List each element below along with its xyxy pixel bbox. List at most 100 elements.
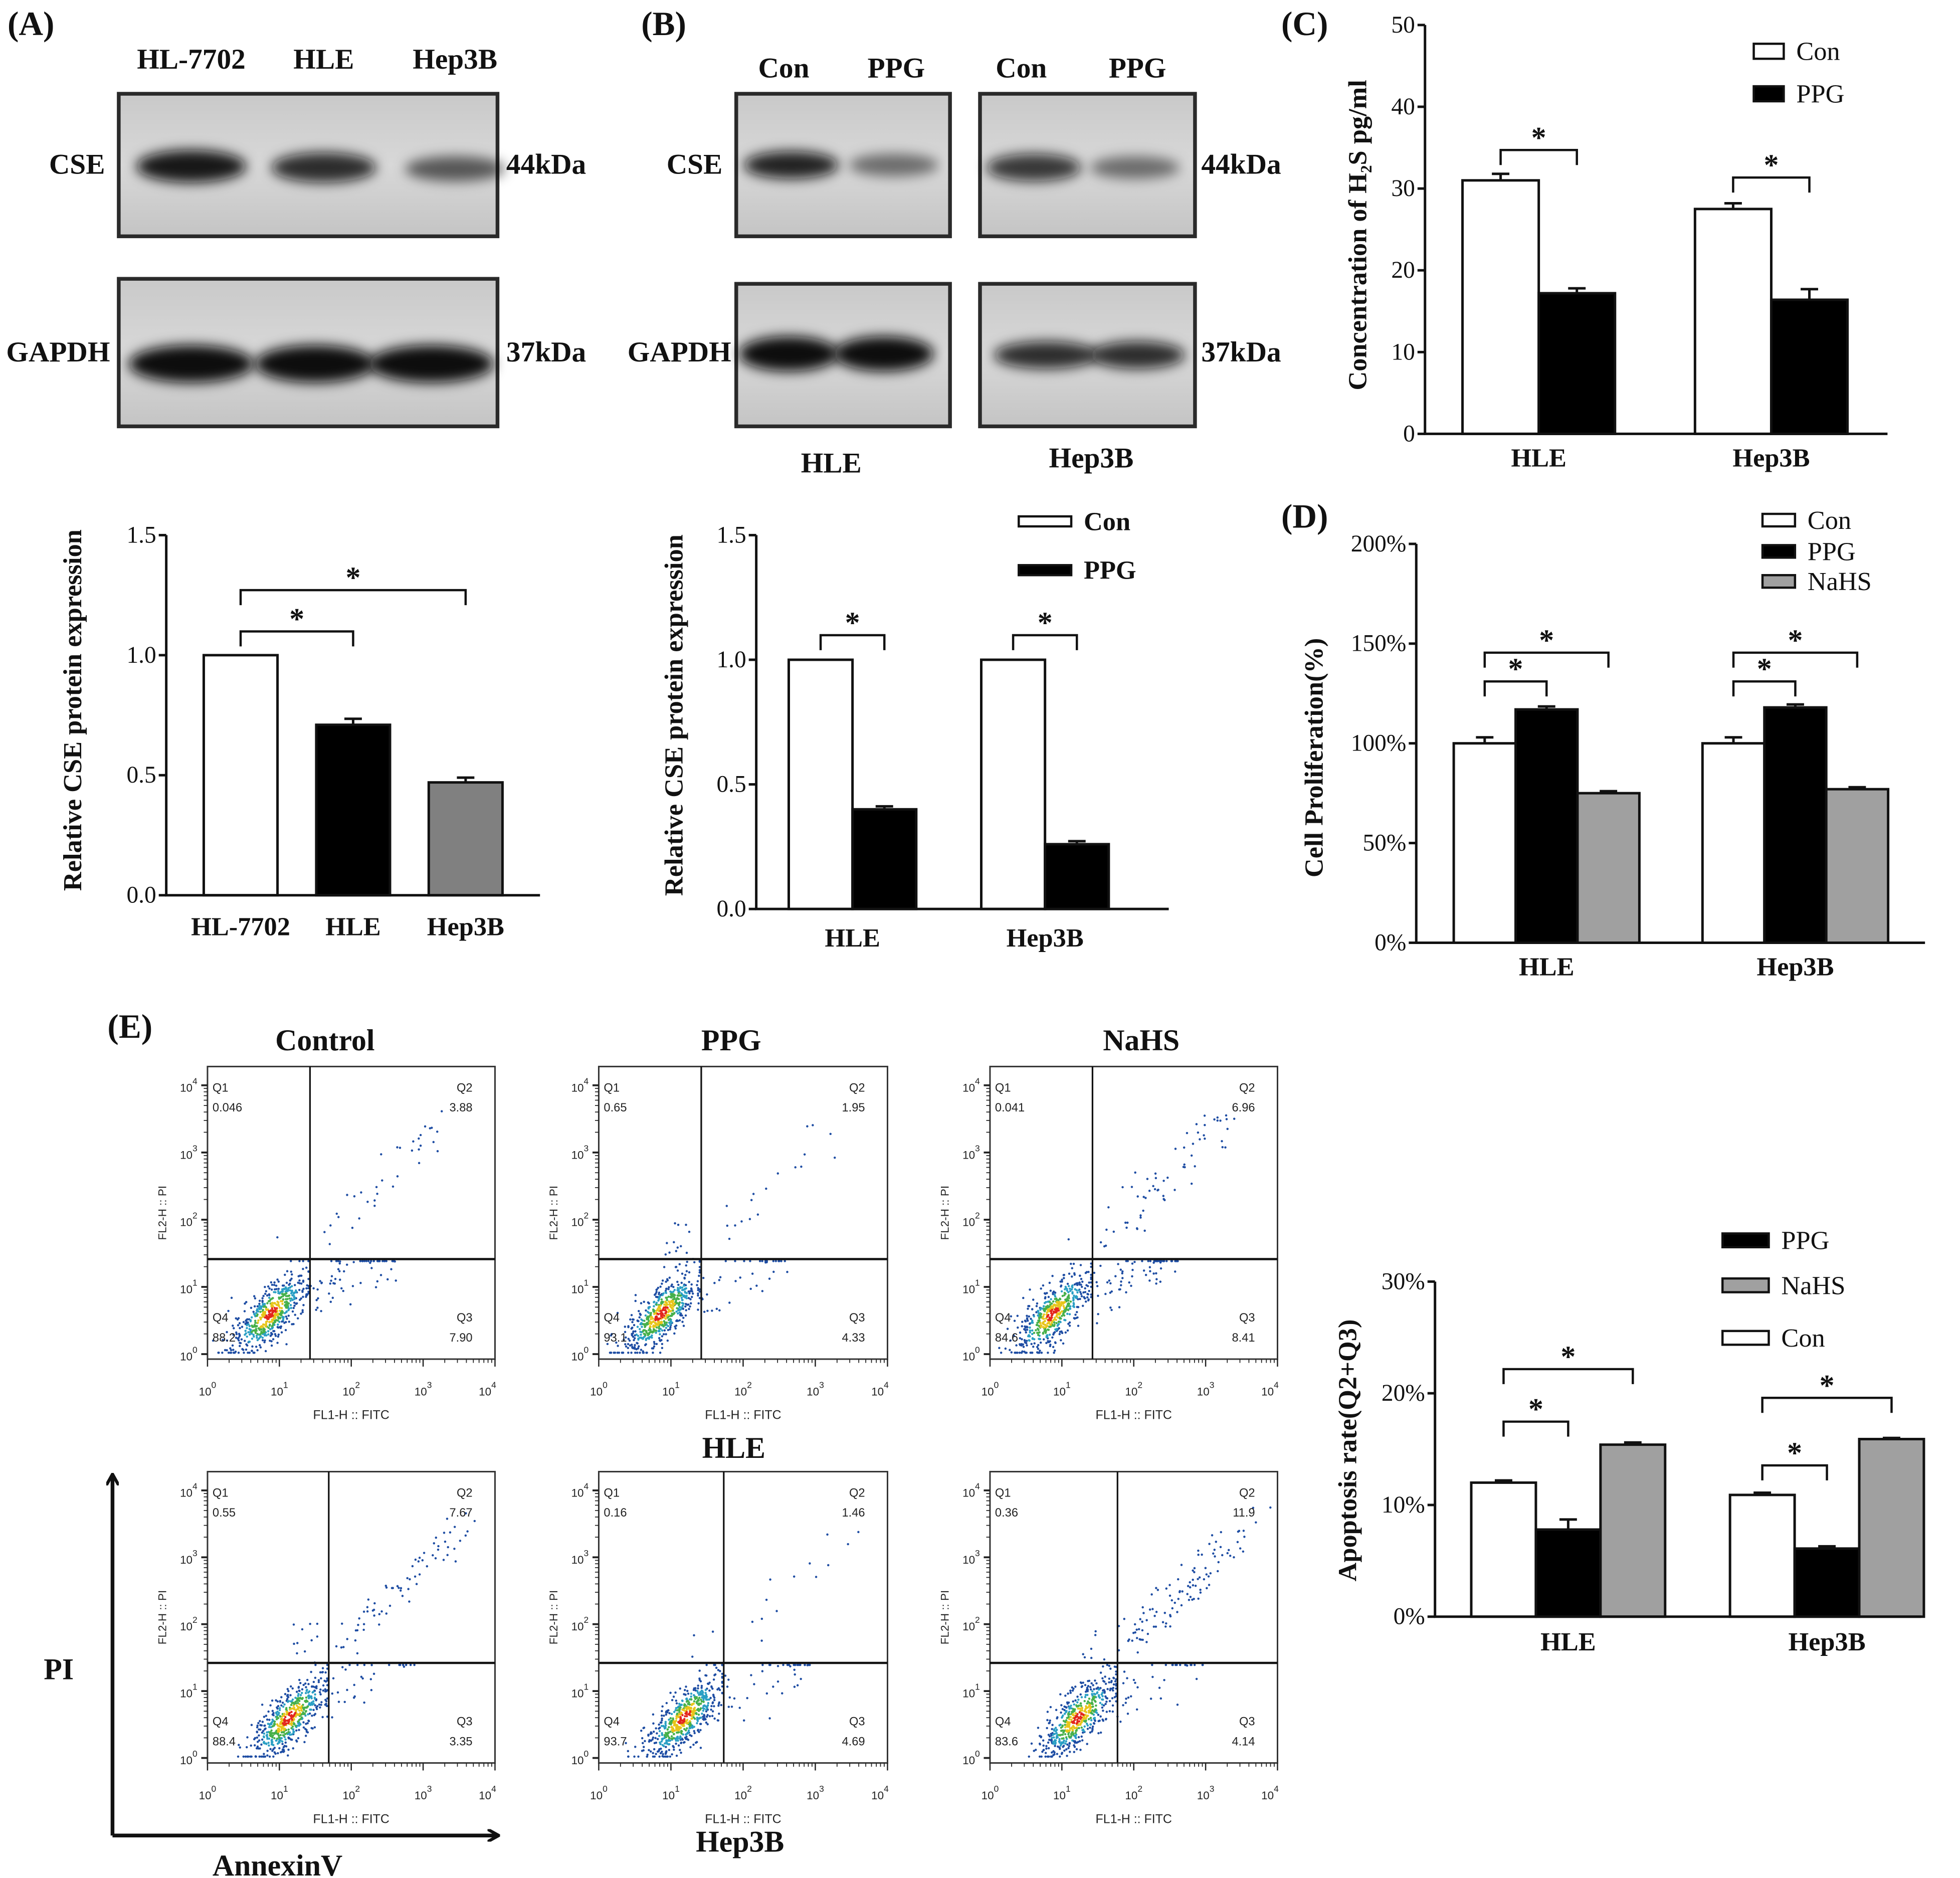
event-dot <box>683 1718 686 1721</box>
event-dot <box>1091 1699 1093 1702</box>
event-dot <box>1069 1751 1071 1753</box>
tick-exponent: 0 <box>212 1380 217 1390</box>
event-dot <box>1068 1745 1071 1748</box>
event-dot <box>260 1331 263 1333</box>
event-dot <box>1096 1285 1099 1287</box>
event-dot <box>656 1738 659 1741</box>
event-dot <box>1157 1189 1159 1191</box>
y-tick-label: 1.5 <box>716 522 746 548</box>
event-dot <box>244 1302 246 1305</box>
event-dot <box>1029 1323 1031 1325</box>
tick-exponent: 2 <box>1137 1380 1142 1390</box>
event-dot <box>1055 1709 1058 1712</box>
event-dot <box>279 1309 281 1312</box>
event-dot <box>274 1291 277 1293</box>
event-dot <box>1061 1716 1063 1719</box>
event-dot <box>423 1552 426 1554</box>
event-dot <box>1207 1575 1210 1578</box>
event-dot <box>678 1263 681 1265</box>
bar <box>1693 208 1773 435</box>
event-dot <box>302 1721 305 1724</box>
error-bar <box>1883 1436 1900 1439</box>
event-dot <box>302 1260 304 1262</box>
event-dot <box>658 1730 661 1733</box>
event-dot <box>677 1744 680 1747</box>
quadrant-q1-value: 0.041 <box>995 1101 1025 1114</box>
event-dot <box>1058 1738 1061 1741</box>
event-dot <box>334 1277 337 1280</box>
blot-b-hep3b-cse <box>978 92 1197 239</box>
y-tick-label: 102 <box>180 1615 198 1633</box>
tick-exponent: 3 <box>584 1548 589 1558</box>
event-dot <box>1019 1337 1022 1340</box>
event-dot <box>1080 1726 1083 1729</box>
event-dot <box>1068 1325 1071 1327</box>
event-dot <box>1083 1710 1086 1713</box>
event-dot <box>290 1306 293 1309</box>
tick-exponent: 2 <box>584 1615 589 1625</box>
event-dot <box>1193 1663 1196 1666</box>
event-dot <box>1056 1717 1058 1720</box>
y-tick-label: 0.0 <box>126 882 156 908</box>
event-dot <box>768 1717 771 1720</box>
event-dot <box>664 1312 667 1314</box>
event-dot <box>359 1260 361 1262</box>
event-dot <box>307 1277 310 1280</box>
event-dot <box>414 1558 417 1561</box>
event-dot <box>1192 1569 1194 1572</box>
event-dot <box>1097 1720 1100 1723</box>
tick-exponent: 1 <box>975 1277 980 1287</box>
event-dot <box>1061 1302 1063 1305</box>
event-dot <box>724 1674 727 1677</box>
event-dot <box>1104 1703 1107 1706</box>
y-tick-label: 100 <box>962 1749 980 1767</box>
event-dot <box>659 1352 662 1354</box>
event-dot <box>1056 1753 1059 1755</box>
event-dot <box>1141 1638 1144 1641</box>
event-dot <box>1111 1710 1114 1713</box>
event-dot <box>1064 1331 1067 1334</box>
event-dot <box>713 1717 716 1720</box>
event-dot <box>698 1269 701 1271</box>
event-dot <box>702 1699 705 1701</box>
event-dot <box>1054 1291 1057 1294</box>
event-dot <box>1146 1632 1149 1635</box>
event-dot <box>1046 1325 1049 1328</box>
x-tick-label: 100 <box>199 1784 217 1802</box>
event-dot <box>1149 1270 1151 1272</box>
event-dot <box>1063 1739 1065 1742</box>
tick-exponent: 2 <box>975 1210 980 1220</box>
event-dot <box>614 1352 617 1354</box>
event-dot <box>1151 1675 1154 1678</box>
event-dot <box>644 1314 647 1317</box>
event-dot <box>1120 1284 1122 1286</box>
event-dot <box>1063 1294 1066 1296</box>
event-dot <box>687 1290 690 1293</box>
event-dot <box>656 1732 658 1735</box>
event-dot <box>670 1713 673 1716</box>
y-tick-label: 102 <box>571 1615 589 1633</box>
event-dot <box>667 1735 670 1738</box>
event-dot <box>1149 1698 1152 1700</box>
quadrant-name: Q3 <box>1239 1716 1255 1729</box>
event-dot <box>274 1333 277 1336</box>
event-dot <box>344 1668 347 1671</box>
event-dot <box>711 1710 714 1713</box>
event-dot <box>1054 1328 1057 1331</box>
event-dot <box>398 1587 400 1589</box>
event-dot <box>611 1333 613 1336</box>
event-dot <box>246 1755 249 1758</box>
event-dot <box>227 1352 230 1354</box>
event-dot <box>314 1704 316 1707</box>
event-dot <box>662 1292 665 1295</box>
event-dot <box>292 1722 295 1725</box>
event-dot <box>715 1666 718 1669</box>
event-dot <box>697 1302 700 1304</box>
event-dot <box>239 1746 242 1749</box>
event-dot <box>1026 1344 1028 1347</box>
event-dot <box>1081 1709 1083 1712</box>
event-dot <box>317 1680 320 1683</box>
event-dot <box>699 1680 702 1682</box>
